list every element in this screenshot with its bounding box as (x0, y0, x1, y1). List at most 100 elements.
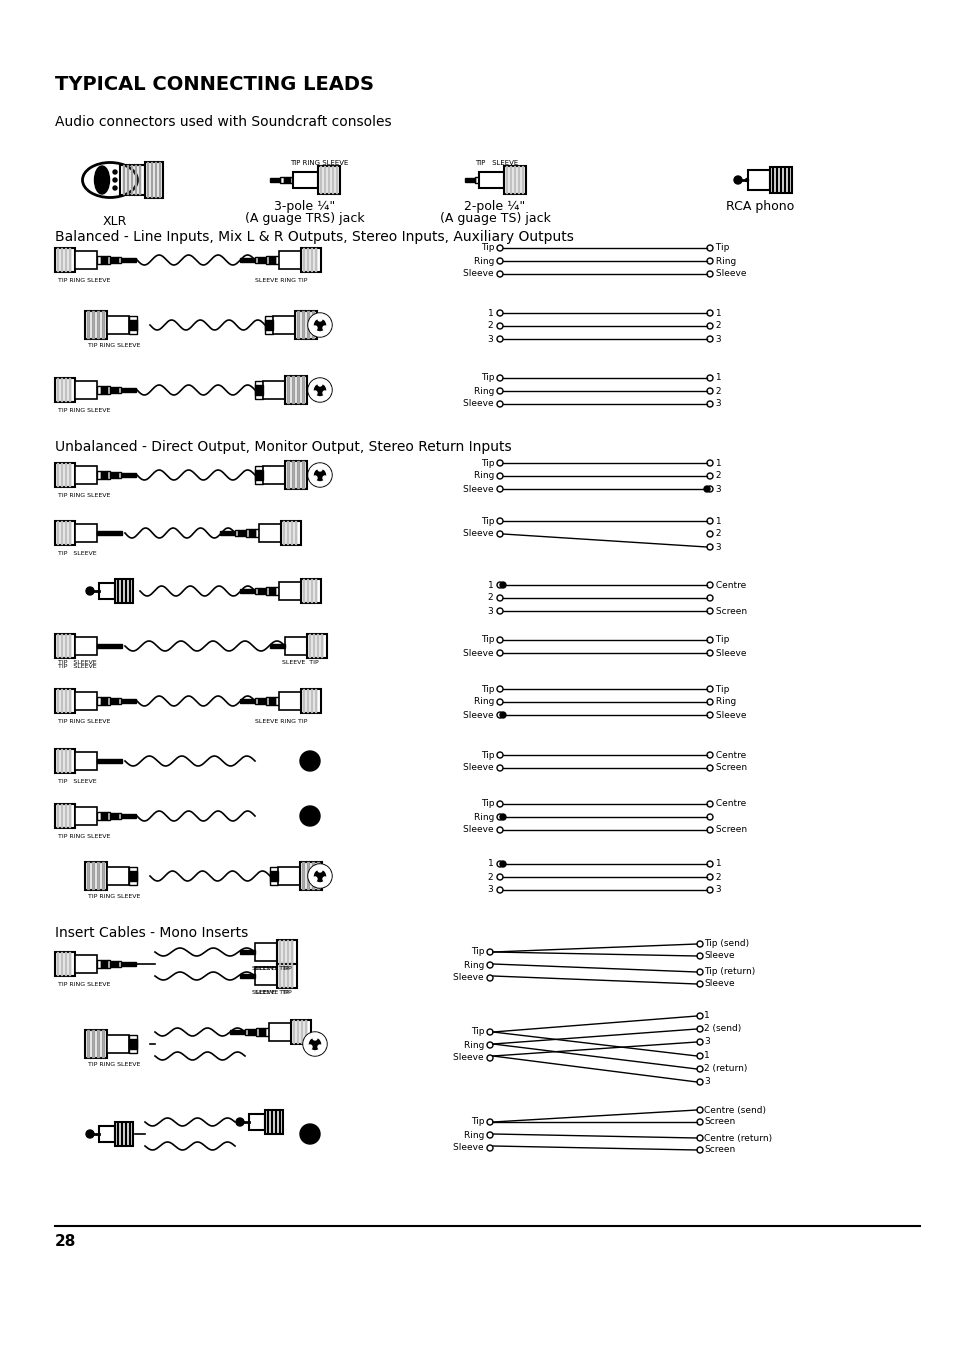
Bar (97, 644, 122, 648)
Bar (61, 748, 63, 773)
Bar (303, 249, 305, 272)
Bar (254, 381, 263, 399)
Bar (265, 320, 273, 330)
Text: 2: 2 (712, 530, 720, 539)
Bar (69, 952, 71, 975)
Text: TIP RING SLEEVE: TIP RING SLEEVE (58, 719, 111, 724)
Text: Screen: Screen (712, 763, 746, 773)
Bar (129, 320, 137, 330)
Text: 2: 2 (712, 322, 720, 331)
Bar (75, 807, 97, 825)
Circle shape (323, 877, 327, 881)
Text: Ring: Ring (463, 1131, 486, 1139)
Circle shape (299, 1124, 319, 1144)
Bar (303, 689, 305, 713)
Text: Tip (return): Tip (return) (703, 967, 755, 977)
Text: Screen: Screen (703, 1146, 735, 1155)
Bar (291, 940, 293, 965)
Text: RCA phono: RCA phono (725, 200, 793, 213)
Bar (65, 634, 67, 658)
Bar (301, 249, 320, 272)
Text: 3-pole ¼": 3-pole ¼" (274, 200, 335, 213)
Circle shape (499, 712, 505, 717)
Bar (97, 471, 101, 480)
Text: SLEEVE RING TIP: SLEEVE RING TIP (254, 278, 307, 282)
Bar (129, 867, 137, 885)
Bar (55, 249, 75, 272)
Bar (780, 168, 781, 193)
Text: 3: 3 (712, 400, 720, 408)
Bar (281, 521, 301, 544)
Bar (61, 249, 63, 272)
Bar (97, 812, 101, 820)
Text: 1: 1 (712, 373, 720, 382)
Circle shape (317, 867, 322, 871)
Bar (787, 168, 789, 193)
Bar (273, 316, 294, 334)
Bar (57, 463, 59, 486)
Bar (87, 311, 90, 339)
Circle shape (112, 186, 117, 190)
Bar (249, 1115, 265, 1129)
Bar (118, 386, 121, 393)
Text: Sleeve: Sleeve (453, 974, 486, 982)
Bar (265, 316, 273, 334)
Text: Ring: Ring (712, 257, 736, 266)
Bar (263, 466, 285, 484)
Bar (274, 1111, 276, 1133)
Bar (145, 162, 163, 199)
Bar (254, 530, 258, 536)
Bar (129, 1039, 137, 1048)
Bar (269, 1023, 291, 1042)
Bar (97, 697, 101, 705)
Bar (55, 804, 75, 828)
Bar (55, 689, 75, 713)
Bar (57, 521, 59, 544)
Text: 2: 2 (712, 873, 720, 881)
Bar (91, 862, 95, 890)
Circle shape (308, 1046, 312, 1048)
Text: Tip: Tip (712, 685, 729, 693)
Text: 3: 3 (703, 1078, 709, 1086)
Circle shape (86, 586, 94, 594)
Bar (61, 952, 63, 975)
Bar (301, 1020, 303, 1044)
Bar (110, 813, 118, 819)
Circle shape (313, 326, 316, 330)
Text: TIP   SLEEVE: TIP SLEEVE (58, 780, 96, 784)
Bar (121, 698, 136, 703)
Bar (307, 580, 309, 603)
Bar (101, 386, 107, 394)
Bar (285, 638, 307, 655)
Bar (291, 521, 293, 544)
Text: 2-pole ¼": 2-pole ¼" (464, 200, 525, 213)
Text: 3: 3 (712, 485, 720, 493)
Bar (287, 461, 290, 489)
Bar (317, 166, 339, 195)
Bar (69, 634, 71, 658)
Bar (270, 871, 277, 881)
Bar (97, 961, 101, 969)
Text: (A guage TS) jack: (A guage TS) jack (439, 212, 550, 226)
Bar (240, 698, 254, 703)
Circle shape (313, 476, 316, 480)
Bar (271, 1111, 273, 1133)
Bar (65, 378, 67, 403)
Bar (75, 638, 97, 655)
Bar (269, 586, 274, 594)
Bar (101, 471, 107, 480)
Text: Tip: Tip (712, 243, 729, 253)
Bar (99, 1125, 115, 1142)
Circle shape (112, 170, 117, 174)
Bar (307, 311, 310, 339)
Text: Tip: Tip (480, 635, 497, 644)
Text: 2: 2 (488, 873, 497, 881)
Bar (110, 698, 118, 704)
Circle shape (323, 326, 327, 330)
Text: Ring: Ring (474, 812, 497, 821)
Circle shape (313, 390, 316, 394)
Bar (254, 385, 263, 394)
Bar (258, 1028, 265, 1036)
Text: 1: 1 (712, 458, 720, 467)
Circle shape (317, 317, 322, 322)
